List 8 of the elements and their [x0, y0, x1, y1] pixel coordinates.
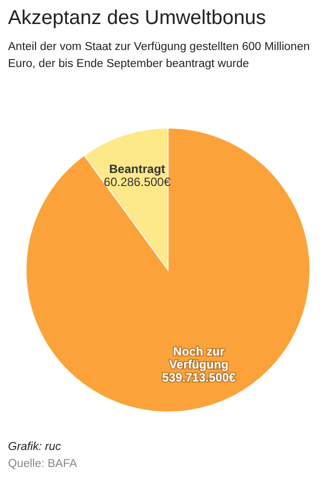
slice-label: Noch zur Verfügung — [169, 344, 229, 372]
pie-slice — [26, 128, 310, 412]
data-label: 539.713.500€ — [162, 370, 236, 384]
source-note: Quelle: BAFA — [8, 458, 78, 470]
chart-subtitle: Anteil der vom Staat zur Verfügung gestellten 600 Millionen Euro, der bis Ende September beantragt wurde — [8, 41, 310, 70]
slice-label: Beantragt — [109, 162, 166, 176]
text: Grafik: ruc — [8, 441, 62, 453]
chart-title: Akzeptanz des Umweltbonus — [8, 7, 266, 29]
